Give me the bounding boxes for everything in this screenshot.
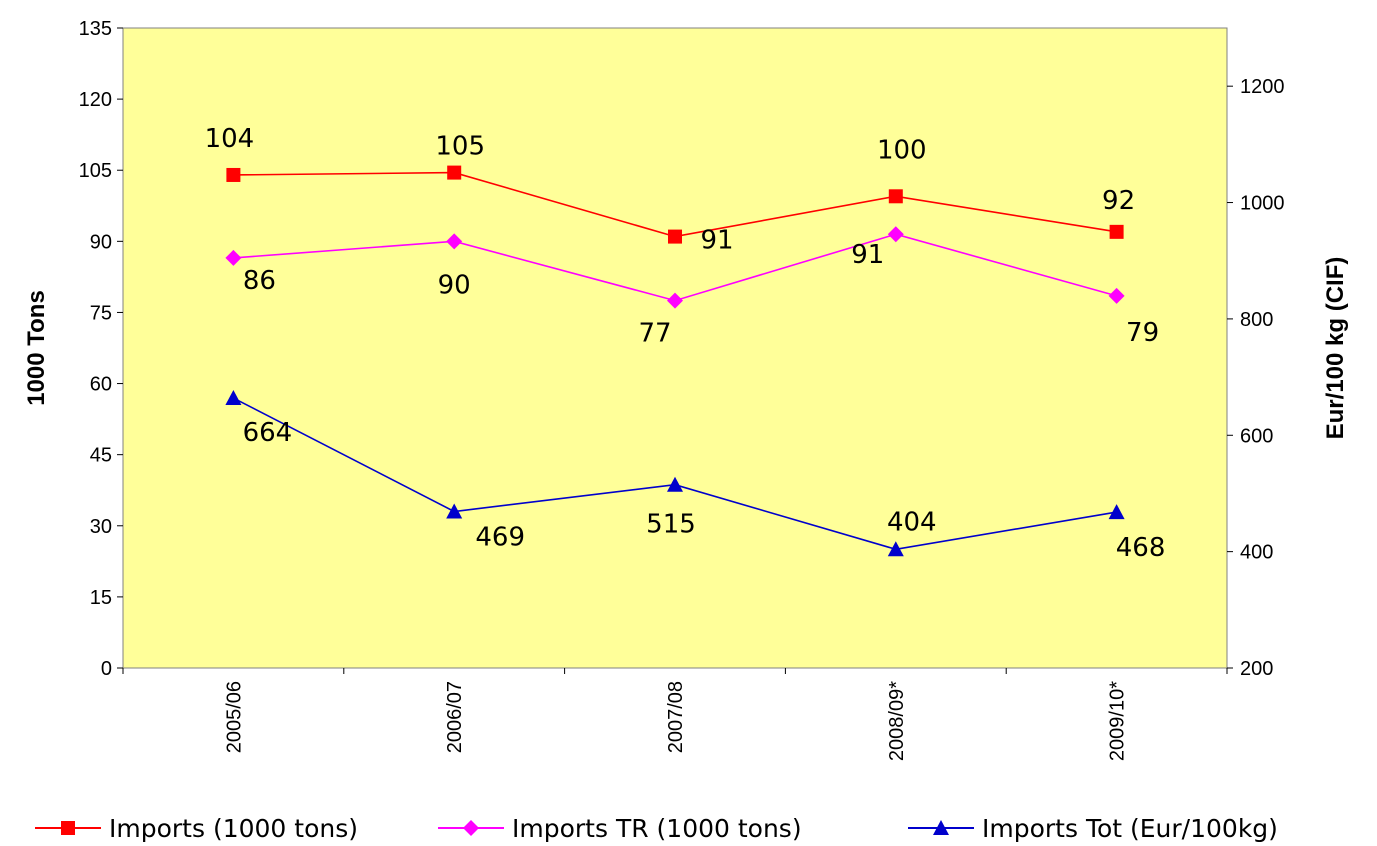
y-left-tick-label: 60 (90, 374, 112, 396)
y-left-tick-label: 45 (90, 445, 112, 467)
data-label: 90 (438, 270, 471, 300)
data-point (225, 249, 242, 266)
y-right-tick-label: 200 (1240, 658, 1273, 680)
data-label: 91 (700, 226, 733, 256)
data-label: 100 (877, 135, 927, 165)
y-left-tick-label: 75 (90, 302, 112, 324)
x-tick-label: 2007/08 (665, 681, 687, 753)
plot-area (122, 27, 1228, 669)
x-tick-label: 2005/06 (223, 681, 245, 753)
x-tick-label: 2006/07 (444, 681, 466, 753)
data-point (887, 226, 904, 243)
y-right-tick-label: 1000 (1240, 193, 1285, 215)
data-point (887, 541, 904, 557)
data-label: 79 (1126, 318, 1159, 348)
data-label: 404 (887, 507, 937, 537)
data-point (226, 167, 241, 182)
y-left-tick-label: 105 (79, 160, 112, 182)
y-left-tick-label: 15 (90, 587, 112, 609)
data-point (1108, 287, 1125, 304)
data-point (446, 503, 463, 519)
y-right-tick-label: 400 (1240, 542, 1273, 564)
data-point (1108, 504, 1125, 520)
y-left-tick-label: 90 (90, 231, 112, 253)
data-point (668, 229, 682, 244)
data-label: 77 (638, 319, 671, 349)
legend: Imports (1000 tons) Imports TR (1000 tons… (35, 814, 1278, 843)
y-left-tick-label: 30 (90, 516, 112, 538)
data-label: 664 (243, 418, 293, 448)
legend-label: Imports (1000 tons) (109, 814, 358, 843)
data-label: 86 (243, 266, 276, 296)
data-labels-layer: 104 105 91 100 92 86 90 77 91 79 664 469 515 404 468 (205, 124, 1166, 563)
y-right-tick-label: 600 (1240, 425, 1273, 447)
data-point (667, 292, 683, 309)
axes: 0 15 30 45 60 75 90 105 120 135 200 400 600 800 1000 12… (79, 18, 1285, 761)
y-left-tick-label: 120 (79, 89, 112, 111)
series-layer (225, 165, 1125, 557)
y-left-axis-title: 1000 Tons (23, 290, 50, 406)
data-point (888, 189, 903, 204)
y-right-tick-label: 1200 (1240, 76, 1285, 98)
data-point (667, 476, 683, 492)
data-label: 469 (475, 522, 525, 552)
x-tick-label: 2008/09* (886, 681, 908, 761)
x-tick-label: 2009/10* (1107, 681, 1129, 761)
legend-label: Imports TR (1000 tons) (512, 814, 802, 843)
data-point (446, 233, 463, 250)
data-label: 105 (435, 132, 485, 162)
data-point (933, 820, 949, 835)
data-label: 104 (205, 124, 255, 154)
y-left-tick-label: 135 (79, 18, 112, 40)
data-point (1109, 224, 1124, 239)
data-label: 92 (1102, 186, 1135, 216)
y-right-axis-title: Eur/100 kg (CIF) (1322, 257, 1349, 440)
data-point (225, 390, 242, 406)
y-left-tick-label: 0 (101, 658, 112, 680)
data-label: 515 (646, 510, 696, 540)
data-point (61, 821, 75, 835)
data-point (463, 820, 479, 836)
y-right-tick-label: 800 (1240, 309, 1273, 331)
data-point (447, 165, 462, 180)
legend-label: Imports Tot (Eur/100kg) (982, 814, 1278, 843)
data-label: 468 (1116, 533, 1166, 563)
data-label: 91 (851, 240, 884, 270)
